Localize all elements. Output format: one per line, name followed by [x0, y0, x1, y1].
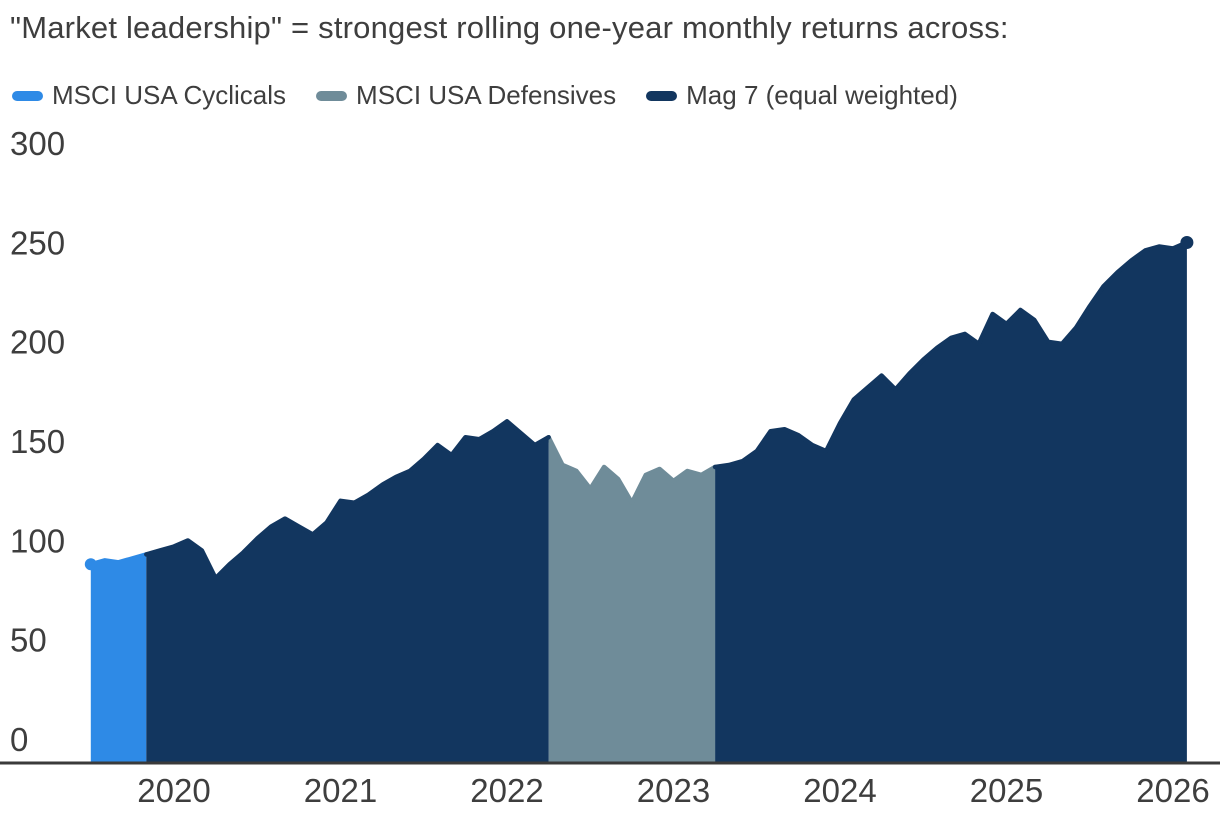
legend-item-defensives: MSCI USA Defensives: [316, 80, 616, 111]
y-tick-label: 250: [10, 224, 65, 261]
x-tick-label: 2023: [637, 772, 710, 809]
x-tick-label: 2021: [304, 772, 377, 809]
area-segment-defensives: [548, 437, 716, 763]
series-end-dot: [1180, 236, 1194, 249]
area-segment-cyclicals: [90, 554, 147, 763]
x-tick-label: 2022: [470, 772, 543, 809]
x-tick-label: 2025: [970, 772, 1043, 809]
y-tick-label: 0: [10, 721, 28, 758]
legend-label-mag7: Mag 7 (equal weighted): [686, 80, 958, 110]
area-outline-cyclicals: [88, 552, 149, 567]
series-start-dot: [84, 558, 97, 571]
legend-label-cyclicals: MSCI USA Cyclicals: [52, 80, 287, 110]
area-segment-mag7: [715, 242, 1187, 763]
x-tick-label: 2020: [137, 772, 210, 809]
legend-item-cyclicals: MSCI USA Cyclicals: [12, 80, 286, 111]
x-tick-label: 2024: [803, 772, 876, 809]
legend-label-defensives: MSCI USA Defensives: [356, 80, 617, 110]
legend-item-mag7: Mag 7 (equal weighted): [646, 80, 958, 111]
y-tick-label: 100: [10, 522, 65, 559]
x-axis-line: [0, 761, 1220, 765]
area-segment-mag7: [146, 421, 549, 763]
y-tick-label: 150: [10, 423, 65, 460]
x-tick-label: 2026: [1136, 772, 1209, 809]
mag7-swatch-icon: [646, 90, 678, 101]
area-outline-mag7: [144, 419, 551, 581]
y-tick-label: 300: [10, 125, 65, 162]
area-outline-mag7: [712, 240, 1190, 470]
cyclicals-swatch-icon: [12, 90, 43, 101]
area-outline-defensives: [546, 434, 718, 505]
chart-title: "Market leadership" = strongest rolling …: [10, 10, 1009, 45]
y-tick-label: 50: [10, 622, 47, 659]
y-tick-label: 200: [10, 324, 65, 361]
chart-legend: MSCI USA Cyclicals MSCI USA Defensives M…: [12, 80, 958, 111]
defensives-swatch-icon: [316, 90, 348, 101]
